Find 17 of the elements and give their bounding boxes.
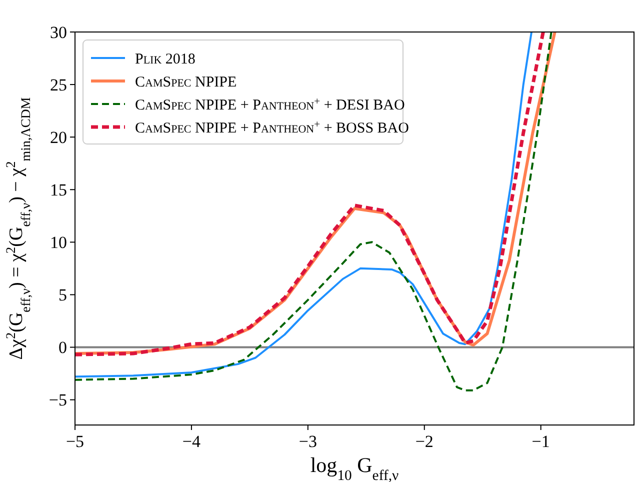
y-tick-label: 5 — [58, 286, 67, 305]
y-tick-label: 20 — [50, 128, 67, 148]
legend-label: CamSpec NPIPE + Pantheon$^{+}$ + BOSS BAO — [135, 118, 410, 136]
y-tick-label: −5 — [48, 390, 67, 410]
x-tick-label: −2 — [415, 432, 434, 451]
legend-label: Plik 2018 — [135, 51, 196, 68]
x-axis-title: log$_{10}$ G$_{eff,ν}$ — [310, 453, 400, 482]
x-tick-label: −1 — [532, 432, 550, 451]
x-tick-label: −3 — [298, 432, 317, 451]
y-tick-label: 0 — [58, 338, 67, 358]
y-tick-label: 30 — [50, 22, 67, 42]
x-tick-label: −4 — [182, 432, 201, 451]
legend-label: CamSpec NPIPE — [135, 74, 237, 90]
y-tick-label: 10 — [50, 233, 67, 252]
y-tick-label: 25 — [50, 75, 67, 94]
legend-label: CamSpec NPIPE + Pantheon$^{+}$ + DESI BAO — [135, 96, 405, 114]
y-tick-label: 15 — [50, 180, 67, 200]
